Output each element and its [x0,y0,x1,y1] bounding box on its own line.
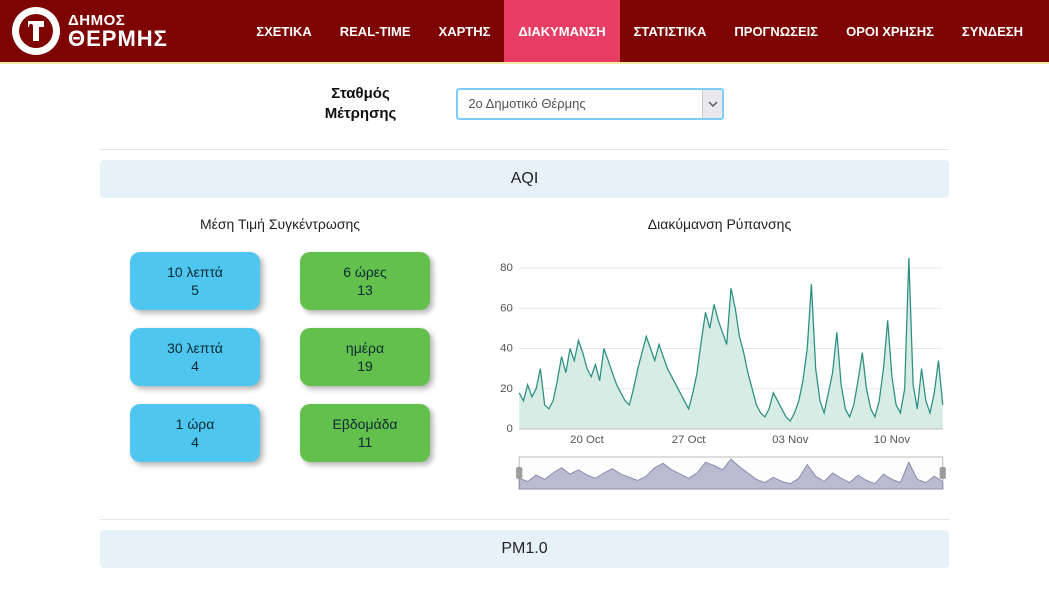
nav-items: ΣΧΕΤΙΚΑ REAL-TIME ΧΑΡΤΗΣ ΔΙΑΚΥΜΑΝΣΗ ΣΤΑΤ… [242,0,1037,62]
navbar: ΔΗΜΟΣ ΘΕΡΜΗΣ ΣΧΕΤΙΚΑ REAL-TIME ΧΑΡΤΗΣ ΔΙ… [0,0,1049,64]
svg-text:10 Nov: 10 Nov [874,434,911,446]
tile-value: 19 [357,358,373,374]
divider [100,519,949,520]
aqi-tile-grid: 10 λεπτά 5 6 ώρες 13 30 λεπτά 4 ημέρα 19… [100,252,460,462]
svg-text:20: 20 [500,383,513,395]
tile-value: 11 [358,434,373,450]
brand-text: ΔΗΜΟΣ ΘΕΡΜΗΣ [68,13,168,50]
page-content: Σταθμός Μέτρησης 2ο Δημοτικό Θέρμης AQI … [0,64,1049,568]
tile-10min[interactable]: 10 λεπτά 5 [130,252,260,310]
brand[interactable]: ΔΗΜΟΣ ΘΕΡΜΗΣ [12,7,168,55]
station-label-line1: Σταθμός [331,85,390,102]
nav-item-terms[interactable]: ΟΡΟΙ ΧΡΗΣΗΣ [832,0,948,62]
station-select-value: 2ο Δημοτικό Θέρμης [458,96,702,111]
nav-item-realtime[interactable]: REAL-TIME [326,0,425,62]
svg-text:03 Nov: 03 Nov [772,434,809,446]
station-label-line2: Μέτρησης [325,105,397,122]
brand-line2: ΘΕΡΜΗΣ [68,28,168,50]
aqi-section-body: Μέση Τιμή Συγκέντρωσης 10 λεπτά 5 6 ώρες… [100,216,949,491]
tile-label: 6 ώρες [343,264,387,280]
station-select[interactable]: 2ο Δημοτικό Θέρμης [456,88,724,120]
aqi-main-chart[interactable]: 0 20 40 60 80 20 Oct 27 Oct 03 Nov 10 Nov [490,252,949,447]
tile-label: 10 λεπτά [167,264,223,280]
divider [100,149,949,150]
tile-label: Εβδομάδα [332,416,397,432]
tile-value: 5 [191,282,199,298]
station-label: Σταθμός Μέτρησης [325,84,397,123]
section-header-aqi: AQI [100,160,949,198]
tile-6h[interactable]: 6 ώρες 13 [300,252,430,310]
tile-label: ημέρα [346,340,384,356]
svg-text:0: 0 [507,423,513,435]
svg-text:80: 80 [500,262,513,274]
nav-item-about[interactable]: ΣΧΕΤΙΚΑ [242,0,325,62]
tile-label: 1 ώρα [176,416,215,432]
aqi-chart-box: 0 20 40 60 80 20 Oct 27 Oct 03 Nov 10 Nov [490,252,949,491]
aqi-range-selector[interactable] [490,455,949,491]
tile-day[interactable]: ημέρα 19 [300,328,430,386]
section-header-pm10: PM1.0 [100,530,949,568]
tile-1h[interactable]: 1 ώρα 4 [130,404,260,462]
nav-item-variation[interactable]: ΔΙΑΚΥΜΑΝΣΗ [504,0,619,62]
tile-value: 4 [191,434,199,450]
tile-30min[interactable]: 30 λεπτά 4 [130,328,260,386]
aqi-averages-title: Μέση Τιμή Συγκέντρωσης [100,216,460,232]
svg-text:60: 60 [500,302,513,314]
tile-value: 13 [357,282,373,298]
svg-text:40: 40 [500,343,513,355]
chevron-down-icon [702,90,722,118]
nav-item-map[interactable]: ΧΑΡΤΗΣ [425,0,505,62]
svg-text:20 Oct: 20 Oct [570,434,605,446]
brand-logo-icon [12,7,60,55]
aqi-chart-title: Διακύμανση Ρύπανσης [490,216,949,232]
aqi-averages-column: Μέση Τιμή Συγκέντρωσης 10 λεπτά 5 6 ώρες… [100,216,460,462]
nav-item-statistics[interactable]: ΣΤΑΤΙΣΤΙΚΑ [620,0,721,62]
station-selector-row: Σταθμός Μέτρησης 2ο Δημοτικό Θέρμης [100,76,949,143]
tile-value: 4 [191,358,199,374]
nav-item-login[interactable]: ΣΥΝΔΕΣΗ [948,0,1037,62]
tile-label: 30 λεπτά [167,340,223,356]
nav-item-forecasts[interactable]: ΠΡΟΓΝΩΣΕΙΣ [720,0,832,62]
svg-text:27 Oct: 27 Oct [672,434,707,446]
aqi-chart-column: Διακύμανση Ρύπανσης 0 20 40 60 80 20 Oct 27 Oc… [490,216,949,491]
tile-week[interactable]: Εβδομάδα 11 [300,404,430,462]
